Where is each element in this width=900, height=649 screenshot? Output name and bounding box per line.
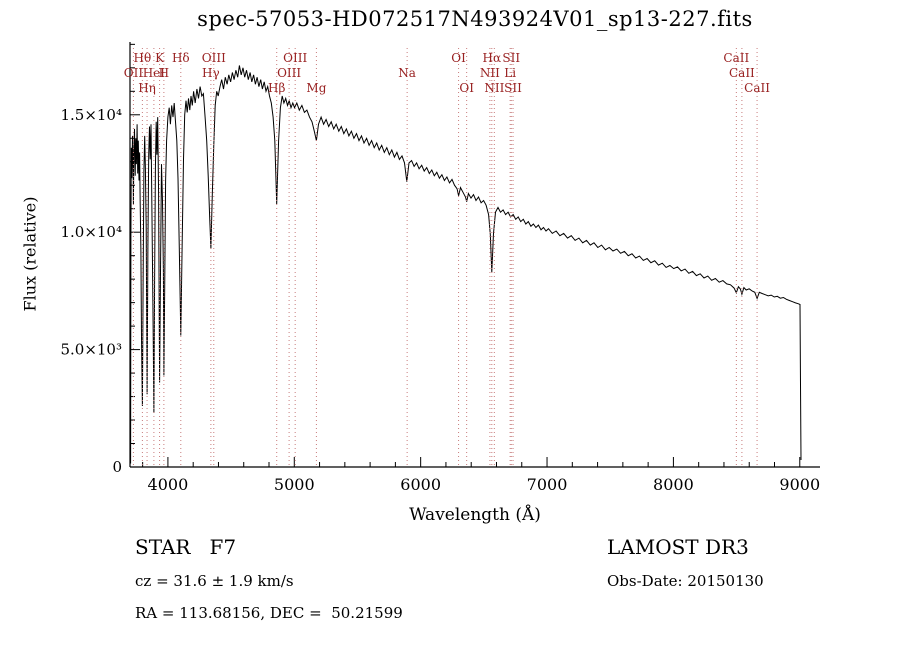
spectral-line-label: NII	[484, 81, 504, 95]
x-tick-label: 4000	[148, 475, 189, 494]
spectral-line-label: SII	[504, 81, 522, 95]
y-tick-label: 5.0×10³	[60, 341, 122, 359]
obs-date-label: Obs-Date: 20150130	[607, 572, 764, 590]
page-title: spec-57053-HD072517N493924V01_sp13-227.f…	[197, 7, 753, 31]
survey-label: LAMOST DR3	[607, 535, 749, 559]
x-tick-label: 6000	[400, 475, 441, 494]
x-axis-label: Wavelength (Å)	[409, 505, 541, 525]
spectral-line-label: K	[155, 51, 165, 65]
spectral-line-label: OIII	[283, 51, 307, 65]
spectral-line-label: OIII	[202, 51, 226, 65]
x-tick-label: 9000	[779, 475, 820, 494]
spectral-line-label: Hθ	[134, 51, 152, 65]
spectral-line-label: NII	[480, 66, 500, 80]
spectral-line-label: OII	[124, 66, 144, 80]
y-tick-label: 1.0×10⁴	[60, 223, 122, 241]
spectral-line-label: Hβ	[268, 81, 285, 95]
spectral-line-label: Hγ	[202, 66, 220, 80]
spectral-line-label: Li	[504, 66, 516, 80]
spectrum-line	[130, 65, 802, 464]
spectral-line-label: OI	[451, 51, 466, 65]
spectral-line-label: Mg	[306, 81, 326, 95]
spectral-line-label: CaII	[723, 51, 749, 65]
spectral-line-label: OI	[459, 81, 474, 95]
spectral-line-label: Na	[398, 66, 416, 80]
spectral-line-label: Hα	[483, 51, 502, 65]
y-tick-label: 0	[112, 458, 122, 476]
spectral-line-label: Hη	[138, 81, 156, 95]
coordinates-label: RA = 113.68156, DEC = 50.21599	[135, 604, 403, 622]
spectral-line-label: CaII	[744, 81, 770, 95]
spectral-line-label: HeI	[143, 66, 166, 80]
spectral-line-label: OIII	[277, 66, 301, 80]
radial-velocity-label: cz = 31.6 ± 1.9 km/s	[135, 572, 294, 590]
spectral-line-label: H	[159, 66, 169, 80]
y-tick-label: 1.5×10⁴	[60, 106, 122, 124]
x-tick-label: 7000	[527, 475, 568, 494]
x-tick-label: 5000	[274, 475, 315, 494]
spectral-line-label: CaII	[729, 66, 755, 80]
object-class-label: STAR F7	[135, 535, 237, 559]
x-tick-label: 8000	[653, 475, 694, 494]
spectral-line-label: Hδ	[172, 51, 190, 65]
spectral-line-label: SII	[502, 51, 520, 65]
